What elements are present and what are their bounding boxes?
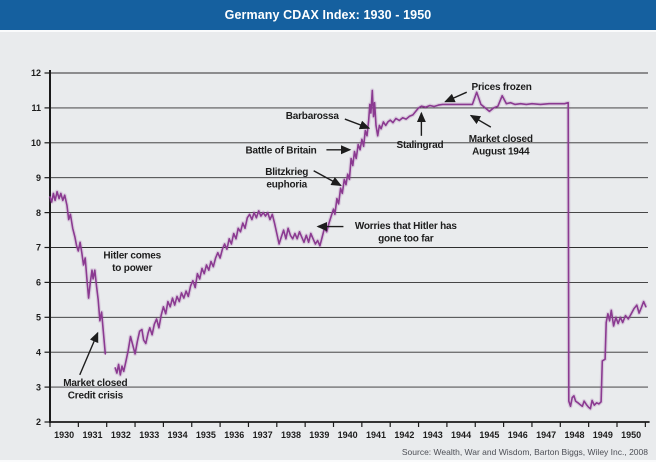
- source-caption: Source: Wealth, War and Wisdom, Barton B…: [401, 447, 648, 457]
- annotation-arrow-barbarossa: [344, 118, 371, 130]
- y-tick-label-3: 3: [36, 382, 41, 392]
- x-tick-label-1934: 1934: [168, 430, 188, 440]
- x-tick-label-1944: 1944: [451, 430, 471, 440]
- x-tick-label-1945: 1945: [479, 430, 499, 440]
- x-tick-label-1930: 1930: [54, 430, 74, 440]
- annotation-text-battle-of-britain: Battle of Britain: [246, 145, 317, 156]
- x-tick-label-1943: 1943: [423, 430, 443, 440]
- x-tick-label-1931: 1931: [83, 430, 103, 440]
- annotation-arrow-prices-frozen: [444, 91, 468, 103]
- x-tick-label-1948: 1948: [564, 430, 584, 440]
- y-tick-label-9: 9: [36, 173, 41, 183]
- annotation-arrow-blitzkrieg-euphoria: [313, 170, 342, 187]
- price-line-segment-0: [49, 190, 107, 355]
- y-tick-label-11: 11: [31, 103, 41, 113]
- annotation-text-market-closed-credit-crisis: Market closed Credit crisis: [63, 378, 127, 402]
- x-tick-label-1932: 1932: [111, 430, 131, 440]
- x-tick-label-1941: 1941: [366, 430, 386, 440]
- annotation-text-market-closed-august-1944: Market closed August 1944: [469, 134, 533, 158]
- gridlines: [50, 72, 648, 388]
- price-line-halo-0: [48, 189, 108, 355]
- annotation-text-worries-hitler-too-far: Worries that Hitler has gone too far: [355, 221, 458, 245]
- x-tick-label-1936: 1936: [224, 430, 244, 440]
- annotation-text-prices-frozen: Prices frozen: [472, 82, 532, 93]
- y-tick-label-8: 8: [36, 208, 41, 218]
- price-line-halo-1: [113, 88, 648, 411]
- annotation-text-stalingrad: Stalingrad: [397, 140, 444, 151]
- axes: [49, 70, 650, 423]
- annotation-arrow-market-closed-august-1944: [469, 114, 492, 128]
- x-tick-label-1940: 1940: [338, 430, 358, 440]
- y-tick-label-2: 2: [36, 417, 41, 427]
- y-tick-label-4: 4: [36, 347, 41, 357]
- x-tick-label-1950: 1950: [621, 430, 641, 440]
- axis-tick-labels: 2 3 4 5 6 7 8 9 10 11 12 1930 1931 1932 1933 1934 1935 19…: [31, 68, 641, 440]
- y-tick-label-10: 10: [31, 138, 41, 148]
- y-tick-label-5: 5: [36, 313, 41, 323]
- annotation-arrow-market-closed-credit-crisis: [79, 331, 99, 376]
- annotations: Hitler comes to power Market closed Credit …: [63, 82, 533, 402]
- y-tick-label-6: 6: [36, 278, 41, 288]
- price-line-series: [48, 88, 648, 411]
- axis-ticks: [44, 72, 646, 427]
- x-tick-label-1937: 1937: [253, 430, 273, 440]
- price-line-segment-1: [114, 89, 647, 410]
- chart-title-bar: Germany CDAX Index: 1930 - 1950: [0, 0, 656, 32]
- bottom-border: [0, 460, 656, 462]
- y-tick-label-12: 12: [31, 68, 41, 78]
- annotation-text-barbarossa: Barbarossa: [286, 111, 340, 122]
- y-tick-label-7: 7: [36, 243, 41, 253]
- x-tick-label-1933: 1933: [139, 430, 159, 440]
- x-tick-label-1946: 1946: [508, 430, 528, 440]
- x-tick-label-1942: 1942: [394, 430, 414, 440]
- x-tick-label-1939: 1939: [309, 430, 329, 440]
- x-tick-label-1938: 1938: [281, 430, 301, 440]
- x-tick-label-1935: 1935: [196, 430, 216, 440]
- x-tick-label-1949: 1949: [593, 430, 613, 440]
- x-tick-label-1947: 1947: [536, 430, 556, 440]
- chart-title: Germany CDAX Index: 1930 - 1950: [224, 8, 432, 22]
- annotation-text-hitler-comes-to-power: Hitler comes to power: [103, 251, 161, 275]
- annotation-text-blitzkrieg-euphoria: Blitzkrieg euphoria: [265, 167, 308, 191]
